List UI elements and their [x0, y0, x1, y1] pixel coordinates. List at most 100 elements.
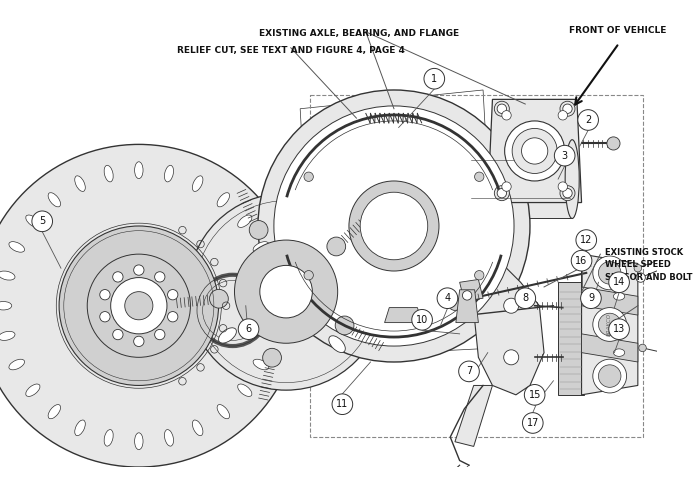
Circle shape — [209, 289, 228, 308]
Ellipse shape — [613, 293, 624, 300]
Circle shape — [262, 348, 281, 367]
Text: 3: 3 — [561, 151, 568, 161]
Circle shape — [563, 104, 572, 113]
Text: RELIEF CUT, SEE TEXT AND FIGURE 4, PAGE 4: RELIEF CUT, SEE TEXT AND FIGURE 4, PAGE … — [177, 46, 405, 55]
Ellipse shape — [463, 142, 475, 216]
Ellipse shape — [26, 384, 40, 396]
Ellipse shape — [193, 176, 203, 191]
Text: 7: 7 — [466, 366, 472, 376]
Circle shape — [274, 106, 514, 346]
Ellipse shape — [193, 420, 203, 436]
Circle shape — [304, 270, 314, 280]
Bar — [309, 94, 643, 437]
Text: BRAKCO: BRAKCO — [607, 313, 612, 336]
Ellipse shape — [262, 331, 279, 340]
Circle shape — [360, 192, 428, 260]
Ellipse shape — [134, 162, 143, 179]
Circle shape — [327, 237, 346, 256]
Ellipse shape — [0, 302, 12, 310]
Circle shape — [598, 313, 621, 336]
Circle shape — [636, 273, 645, 282]
Circle shape — [571, 250, 592, 271]
Circle shape — [607, 137, 620, 150]
Ellipse shape — [104, 165, 113, 182]
Circle shape — [515, 288, 536, 308]
Text: 1: 1 — [431, 74, 438, 84]
Polygon shape — [474, 259, 544, 395]
Ellipse shape — [75, 176, 85, 191]
Ellipse shape — [48, 193, 60, 207]
Text: 16: 16 — [575, 255, 588, 266]
Ellipse shape — [134, 433, 143, 450]
Ellipse shape — [253, 241, 269, 252]
Circle shape — [475, 270, 484, 280]
Circle shape — [100, 311, 110, 322]
Circle shape — [349, 181, 439, 271]
Circle shape — [188, 193, 384, 390]
Circle shape — [504, 350, 519, 365]
Polygon shape — [488, 99, 582, 202]
Text: 6: 6 — [246, 324, 251, 334]
Circle shape — [32, 211, 52, 232]
Text: EXISTING AXLE, BEARING, AND FLANGE: EXISTING AXLE, BEARING, AND FLANGE — [259, 29, 459, 38]
Circle shape — [463, 291, 472, 300]
Ellipse shape — [0, 331, 15, 340]
Ellipse shape — [0, 271, 15, 280]
Polygon shape — [582, 287, 638, 315]
Circle shape — [598, 262, 621, 284]
Polygon shape — [558, 282, 584, 395]
Text: EXISTING STOCK
WHEEL SPEED
SENSOR AND BOLT: EXISTING STOCK WHEEL SPEED SENSOR AND BO… — [605, 248, 692, 281]
Circle shape — [576, 230, 596, 250]
Circle shape — [494, 101, 510, 116]
Circle shape — [258, 90, 530, 362]
Ellipse shape — [218, 328, 237, 343]
Circle shape — [593, 256, 626, 290]
Ellipse shape — [262, 271, 279, 280]
Circle shape — [593, 359, 626, 393]
Circle shape — [111, 278, 167, 334]
Circle shape — [563, 188, 572, 198]
Circle shape — [332, 394, 353, 415]
Ellipse shape — [266, 302, 283, 310]
Ellipse shape — [9, 241, 25, 252]
Text: 17: 17 — [526, 418, 539, 428]
Text: 8: 8 — [522, 293, 528, 303]
Circle shape — [167, 311, 178, 322]
Ellipse shape — [613, 349, 624, 356]
Text: 14: 14 — [613, 277, 625, 287]
Ellipse shape — [329, 336, 345, 352]
Circle shape — [609, 319, 629, 339]
Circle shape — [522, 138, 548, 164]
Circle shape — [113, 329, 123, 340]
Ellipse shape — [164, 165, 174, 182]
Text: 9: 9 — [588, 293, 594, 303]
Circle shape — [134, 336, 144, 347]
Polygon shape — [469, 140, 572, 218]
Ellipse shape — [164, 429, 174, 446]
Text: 11: 11 — [336, 399, 349, 409]
Polygon shape — [582, 254, 638, 395]
Circle shape — [497, 188, 507, 198]
Circle shape — [167, 290, 178, 300]
Circle shape — [304, 172, 314, 181]
Circle shape — [463, 312, 472, 321]
Ellipse shape — [104, 429, 113, 446]
Circle shape — [412, 309, 433, 330]
Circle shape — [580, 288, 601, 308]
Circle shape — [497, 104, 507, 113]
Polygon shape — [456, 290, 478, 322]
Circle shape — [558, 182, 568, 191]
Circle shape — [249, 221, 268, 240]
Circle shape — [505, 121, 565, 181]
Circle shape — [512, 128, 557, 174]
Circle shape — [560, 186, 575, 201]
Circle shape — [238, 319, 259, 339]
Circle shape — [598, 365, 621, 388]
Ellipse shape — [48, 404, 60, 419]
Ellipse shape — [217, 193, 230, 207]
Text: 4: 4 — [444, 293, 451, 303]
Circle shape — [59, 226, 218, 386]
Ellipse shape — [238, 215, 252, 228]
Circle shape — [475, 172, 484, 181]
Circle shape — [504, 298, 519, 313]
